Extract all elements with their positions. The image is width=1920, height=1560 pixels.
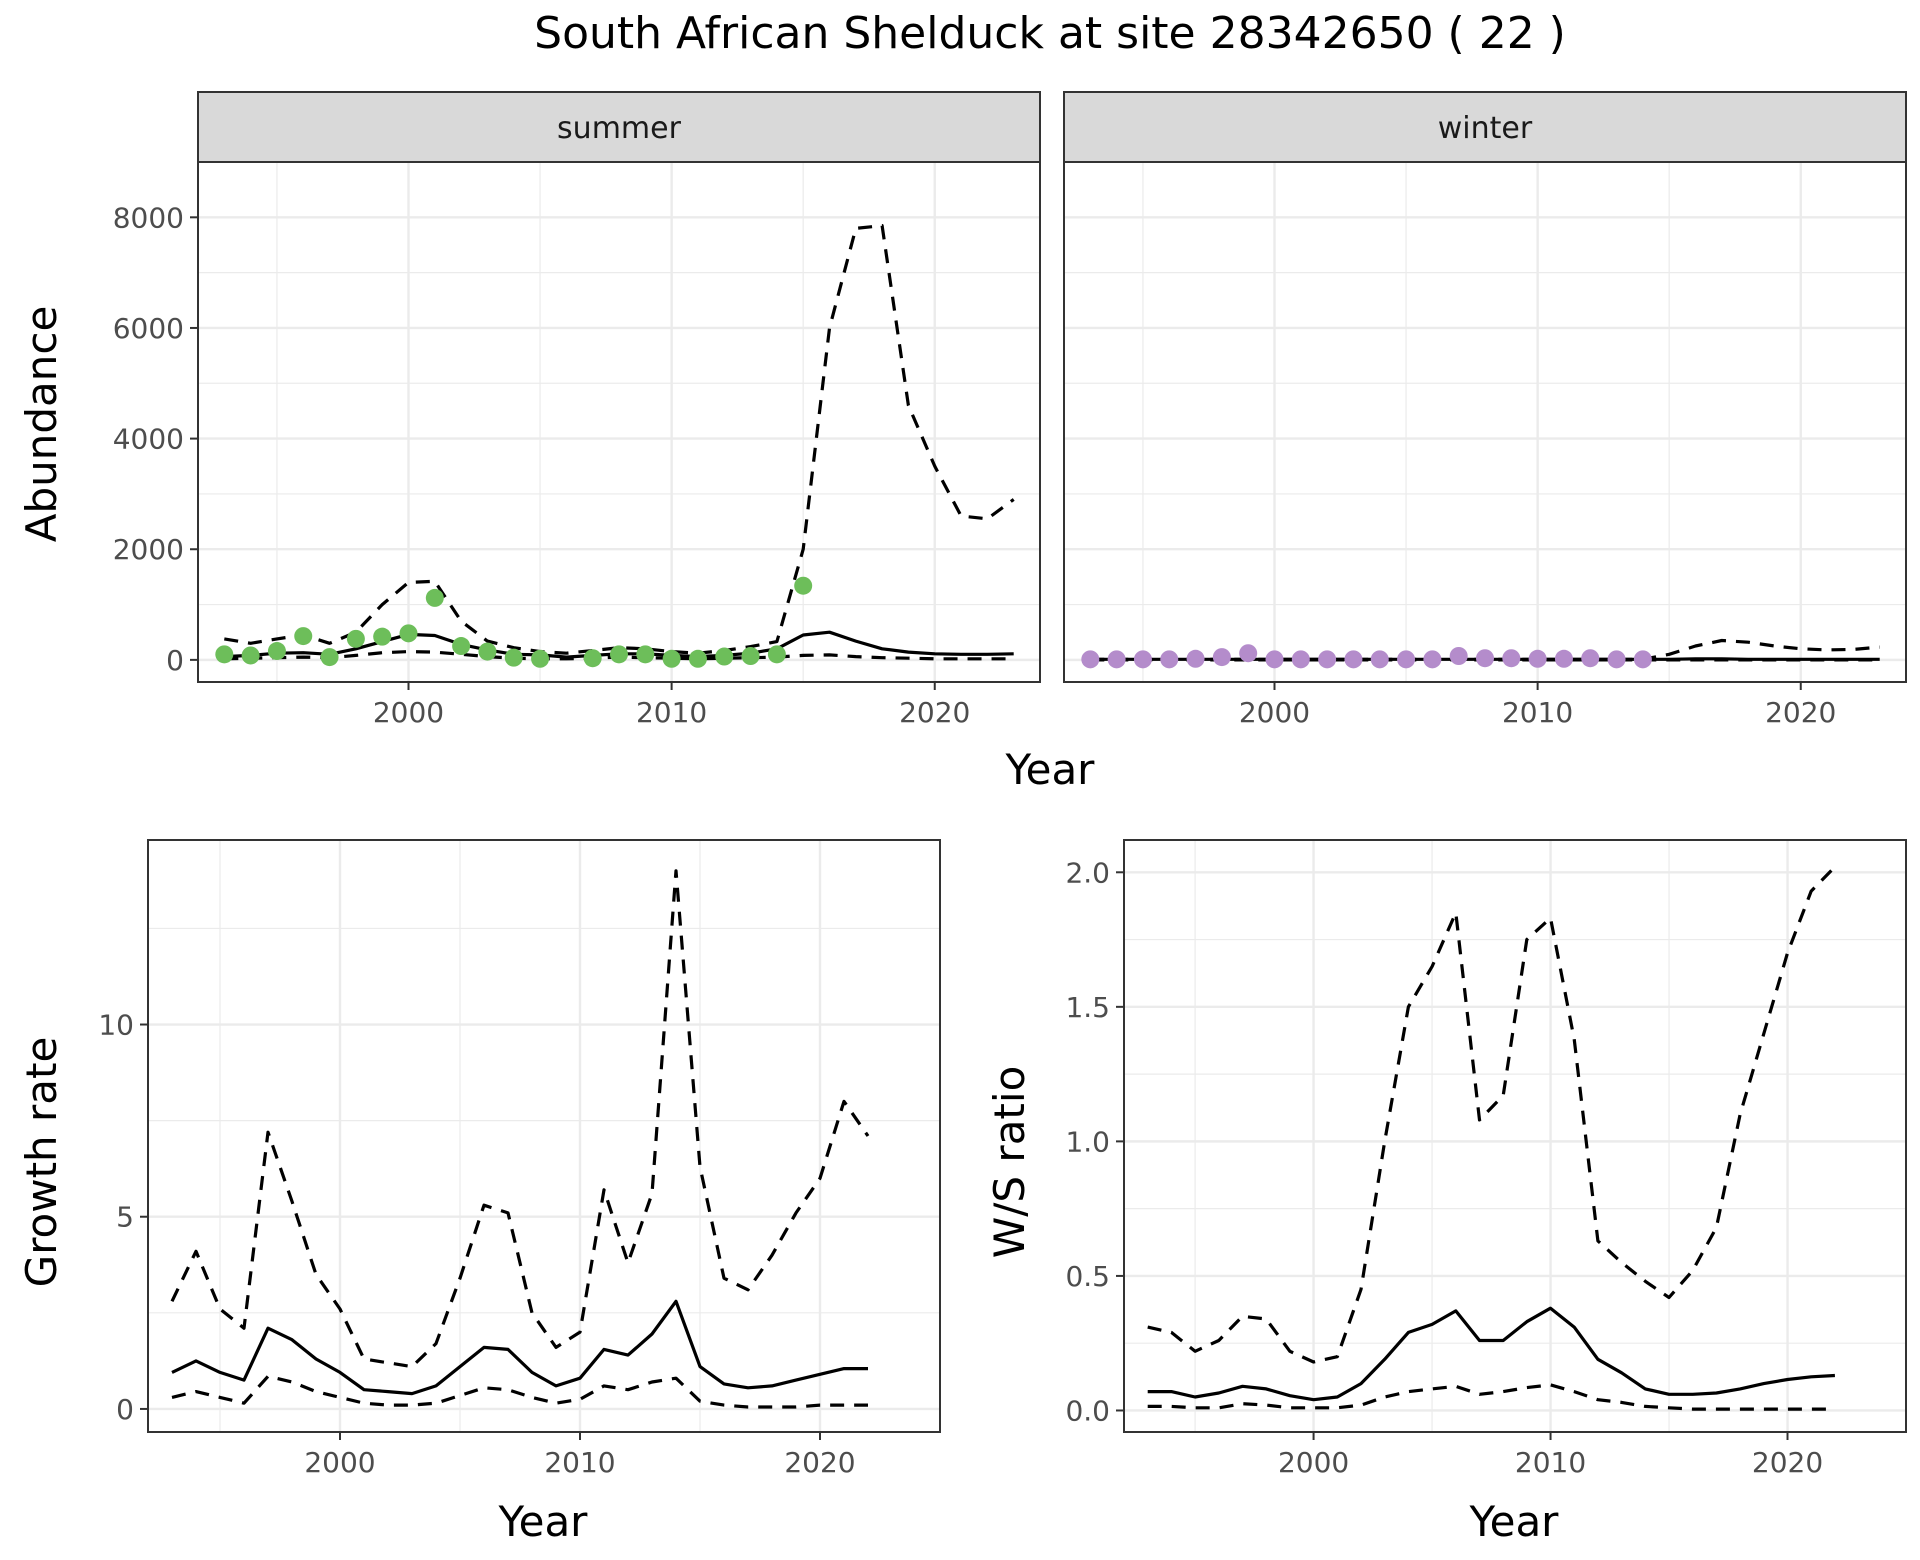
observed-count-point [215, 645, 234, 664]
observed-count-point [399, 624, 418, 643]
x-tick-label: 2010 [1515, 1446, 1586, 1479]
y-tick-label: 0 [166, 644, 184, 677]
abundance-x-axis-label: Year [1005, 745, 1096, 794]
estimate-line [171, 1299, 868, 1396]
observed-count-point [346, 629, 365, 648]
observed-count-point [1239, 644, 1258, 663]
observed-count-point [1581, 649, 1600, 668]
panel-background [198, 162, 1040, 682]
y-tick-label: 0 [116, 1393, 134, 1426]
y-tick-label: 1.5 [1065, 991, 1110, 1024]
observed-count-point [1554, 649, 1573, 668]
abundance-y-axis-label: Abundance [17, 306, 66, 543]
observed-count-point [688, 649, 707, 668]
upper-bound-line [224, 224, 1015, 655]
x-tick-label: 2020 [1765, 696, 1836, 729]
observed-count-point [741, 647, 760, 665]
panel-background [1124, 840, 1906, 1432]
observed-count-point [794, 576, 813, 595]
facet-strip [1063, 91, 1907, 163]
y-tick-label: 1.0 [1065, 1125, 1110, 1158]
observed-count-point [267, 642, 286, 661]
figure-title: South African Shelduck at site 28342650 … [534, 8, 1566, 59]
observed-count-point [531, 649, 550, 668]
lower-bound-line [1147, 1383, 1835, 1411]
facet-strip-label: winter [1438, 111, 1533, 146]
upper-bound-line [170, 869, 870, 1369]
summer-abundance-panel: 2000 2010 2020 0 2000 4000 6000 8000 summer [113, 91, 1041, 729]
observed-count-point [294, 627, 313, 646]
observed-count-point [504, 648, 523, 667]
observed-count-point [1370, 650, 1389, 669]
observed-count-point [1344, 650, 1363, 669]
observed-count-point [373, 627, 392, 646]
observed-count-point [1081, 650, 1100, 669]
observed-count-point [1291, 650, 1310, 669]
observed-count-point [767, 645, 786, 664]
observed-count-point [452, 637, 471, 656]
observed-count-point [1186, 649, 1205, 668]
lower-bound-line [171, 1374, 868, 1409]
y-tick-label: 8000 [113, 201, 184, 234]
x-tick-label: 2000 [373, 696, 444, 729]
ws-ratio-y-axis-label: W/S ratio [985, 1066, 1034, 1259]
ws-ratio-x-axis-label: Year [1469, 1497, 1560, 1546]
facet-strip-label: summer [557, 111, 682, 146]
x-tick-label: 2020 [784, 1446, 855, 1479]
x-tick-label: 2000 [1278, 1446, 1349, 1479]
panel-background [1064, 162, 1906, 682]
growth-rate-panel: 2000 2010 2020 0 5 10 [98, 839, 941, 1479]
observed-count-point [1397, 650, 1416, 669]
growth-rate-y-axis-label: Growth rate [17, 1037, 66, 1288]
x-tick-label: 2010 [544, 1446, 615, 1479]
y-tick-label: 6000 [113, 312, 184, 345]
observed-count-point [1607, 650, 1626, 669]
y-tick-label: 0.0 [1065, 1394, 1110, 1427]
observed-count-point [1476, 649, 1494, 668]
observed-count-point [636, 645, 655, 664]
observed-count-point [241, 646, 260, 665]
x-tick-label: 2020 [899, 696, 970, 729]
panel-border [1123, 839, 1907, 1433]
observed-count-point [662, 649, 681, 668]
observed-count-point [715, 647, 734, 666]
observed-count-point [1528, 649, 1547, 668]
observed-count-point [1633, 650, 1652, 669]
facet-strip [197, 91, 1041, 163]
ws-ratio-panel: 2000 2010 2020 0.0 0.5 1.0 1.5 2.0 [1065, 839, 1907, 1479]
y-tick-label: 2.0 [1065, 856, 1110, 889]
observed-count-point [1449, 647, 1468, 665]
panel-border [147, 839, 941, 1433]
observed-count-point [1423, 650, 1442, 669]
y-tick-label: 10 [98, 1009, 134, 1042]
observed-count-point [1212, 648, 1231, 667]
winter-abundance-panel: 2000 2010 2020 winter [1063, 91, 1907, 729]
upper-bound-line [1147, 865, 1837, 1364]
x-tick-label: 2010 [636, 696, 707, 729]
observed-count-point [478, 642, 497, 661]
y-tick-label: 0.5 [1065, 1260, 1110, 1293]
x-tick-label: 2000 [1239, 696, 1310, 729]
x-tick-label: 2010 [1502, 696, 1573, 729]
y-tick-label: 2000 [113, 533, 184, 566]
estimate-line [1147, 1306, 1835, 1402]
x-tick-label: 2000 [304, 1446, 375, 1479]
y-tick-label: 5 [116, 1201, 134, 1234]
growth-rate-x-axis-label: Year [498, 1497, 589, 1546]
observed-count-point [1107, 650, 1126, 669]
observed-count-point [1265, 650, 1284, 669]
observed-count-point [1502, 649, 1521, 668]
observed-count-point [1133, 650, 1152, 669]
observed-count-point [320, 648, 339, 667]
observed-count-point [610, 645, 628, 664]
observed-count-point [1318, 650, 1337, 669]
x-tick-label: 2020 [1752, 1446, 1823, 1479]
observed-count-point [1160, 650, 1179, 669]
y-tick-label: 4000 [113, 423, 184, 456]
observed-count-point [425, 588, 444, 607]
observed-count-point [583, 649, 602, 668]
